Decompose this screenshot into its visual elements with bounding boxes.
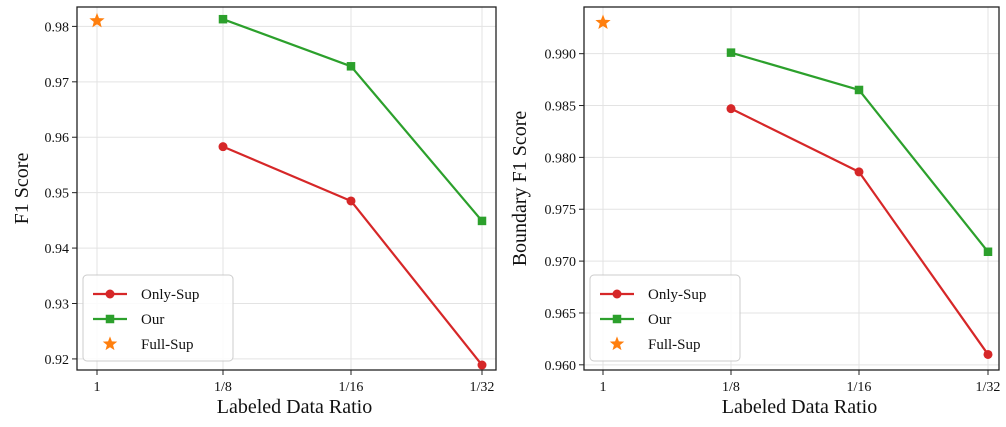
x-tick-label: 1/32	[976, 380, 1001, 395]
data-point-square	[984, 248, 993, 257]
y-tick-label: 0.965	[545, 307, 577, 322]
y-tick-label: 0.93	[45, 297, 70, 312]
legend-marker-circle	[613, 290, 622, 299]
data-point-square	[347, 62, 356, 71]
y-tick-label: 0.92	[45, 353, 70, 368]
chart-panel-right: 1 1/8 1/16 1/32 0.960 0.965 0.970 0.975 0.980 0.9…	[509, 7, 1000, 418]
data-point-square	[219, 15, 228, 24]
y-tick-label: 0.975	[545, 203, 577, 218]
data-point-circle	[219, 142, 228, 151]
legend-marker-circle	[106, 290, 115, 299]
x-tick-label: 1/8	[722, 380, 740, 395]
legend-label: Full-Sup	[648, 337, 701, 353]
x-tick-label: 1/8	[214, 380, 232, 395]
data-point-square	[855, 86, 864, 95]
y-axis-title: Boundary F1 Score	[509, 111, 531, 267]
x-tick-label: 1/32	[470, 380, 495, 395]
data-point-square	[478, 217, 487, 226]
legend: Only-Sup Our Full-Sup	[590, 275, 740, 361]
legend: Only-Sup Our Full-Sup	[83, 275, 233, 361]
data-point-square	[727, 48, 736, 57]
y-tick-label: 0.970	[545, 255, 577, 270]
series-line	[223, 147, 482, 365]
legend-label: Our	[648, 312, 671, 328]
y-tick-label: 0.94	[45, 242, 70, 257]
legend-label: Our	[141, 312, 164, 328]
series-our	[219, 15, 487, 225]
series-only-sup	[219, 142, 487, 369]
data-point-circle	[984, 350, 993, 359]
legend-label: Full-Sup	[141, 337, 194, 353]
chart-panel-left: 1 1/8 1/16 1/32 0.92 0.93 0.94 0.95 0.96 0.97 0.98…	[11, 7, 496, 418]
data-point-circle	[727, 104, 736, 113]
y-tick-label: 0.980	[545, 151, 577, 166]
x-tick-label: 1/16	[339, 380, 364, 395]
data-point-circle	[478, 361, 487, 370]
legend-label: Only-Sup	[141, 287, 199, 303]
y-axis-title: F1 Score	[11, 153, 33, 225]
legend-marker-square	[106, 315, 115, 324]
x-tick-label: 1	[94, 380, 101, 395]
y-tick-label: 0.960	[545, 359, 577, 374]
x-axis-title: Labeled Data Ratio	[217, 396, 373, 418]
y-tick-label: 0.97	[45, 76, 70, 91]
y-tick-label: 0.98	[45, 20, 70, 35]
y-tick-label: 0.96	[45, 131, 70, 146]
x-axis-title: Labeled Data Ratio	[722, 396, 878, 418]
y-tick-label: 0.95	[45, 187, 70, 202]
data-point-circle	[855, 167, 864, 176]
x-tick-label: 1/16	[847, 380, 872, 395]
legend-marker-square	[613, 315, 622, 324]
legend-label: Only-Sup	[648, 287, 706, 303]
y-tick-label: 0.990	[545, 48, 577, 63]
series-line	[223, 19, 482, 221]
y-tick-label: 0.985	[545, 100, 577, 115]
x-tick-label: 1	[600, 380, 607, 395]
data-point-circle	[347, 196, 356, 205]
